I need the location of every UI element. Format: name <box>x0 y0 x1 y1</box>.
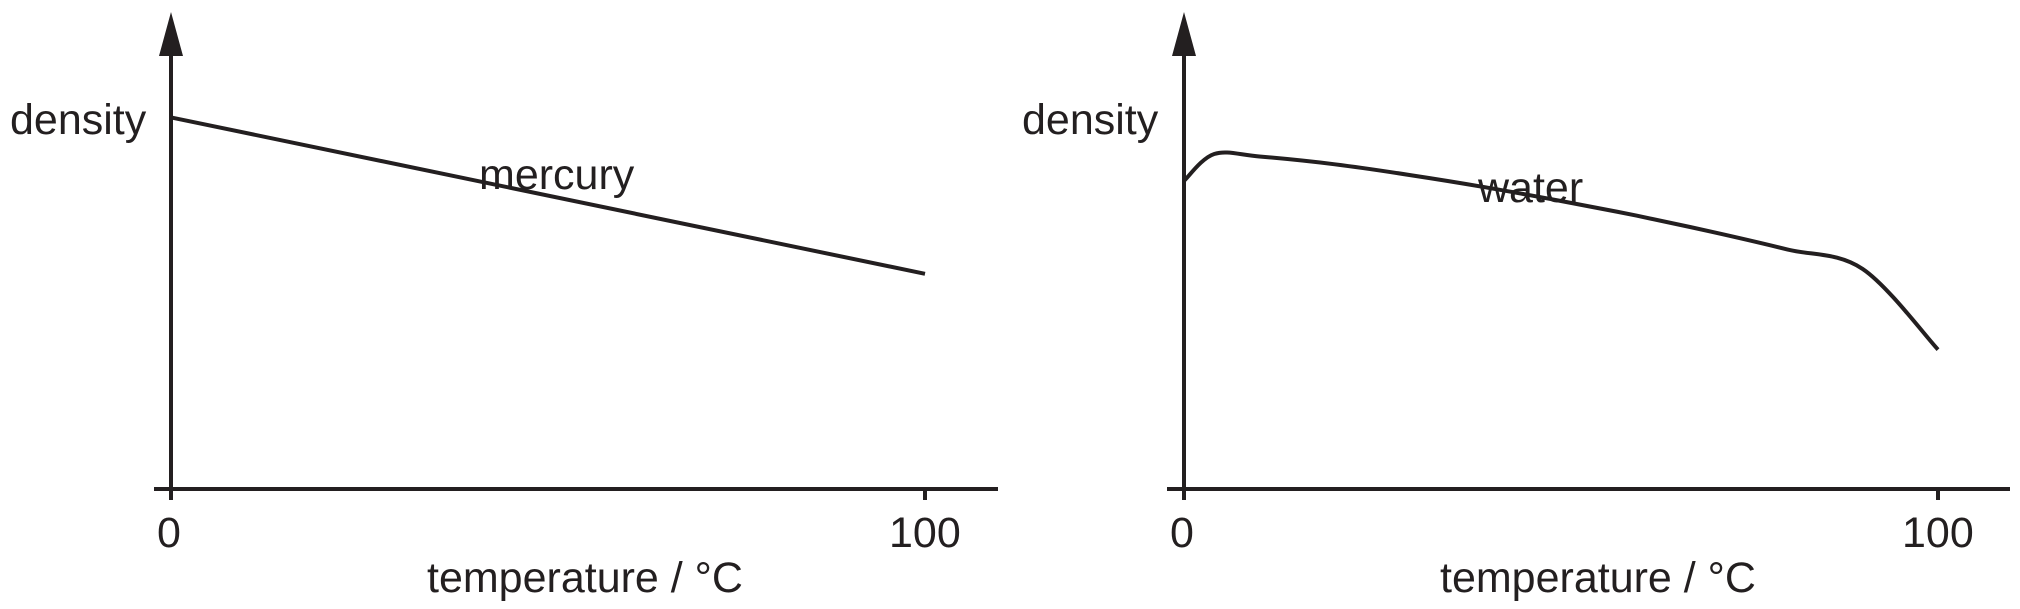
series-label-mercury: mercury <box>479 151 635 199</box>
y-axis-label: density <box>1022 96 1159 144</box>
x-axis-label: temperature / °C <box>427 554 743 602</box>
y-axis-label: density <box>10 96 147 144</box>
y-axis-arrow-icon <box>159 12 183 56</box>
water-chart: density water 0 100 temperature / °C <box>1022 12 2010 602</box>
x-tick-label-100: 100 <box>889 509 961 557</box>
water-curve <box>1182 150 1940 351</box>
y-axis-arrow-icon <box>1172 12 1196 56</box>
x-axis-label: temperature / °C <box>1440 554 1756 602</box>
x-tick-label-0: 0 <box>157 509 181 557</box>
mercury-chart: density mercury 0 100 temperature / °C <box>10 12 998 602</box>
series-label-water: water <box>1477 164 1583 212</box>
x-tick-label-0: 0 <box>1170 509 1194 557</box>
x-tick-label-100: 100 <box>1902 509 1974 557</box>
mercury-line <box>170 115 926 276</box>
